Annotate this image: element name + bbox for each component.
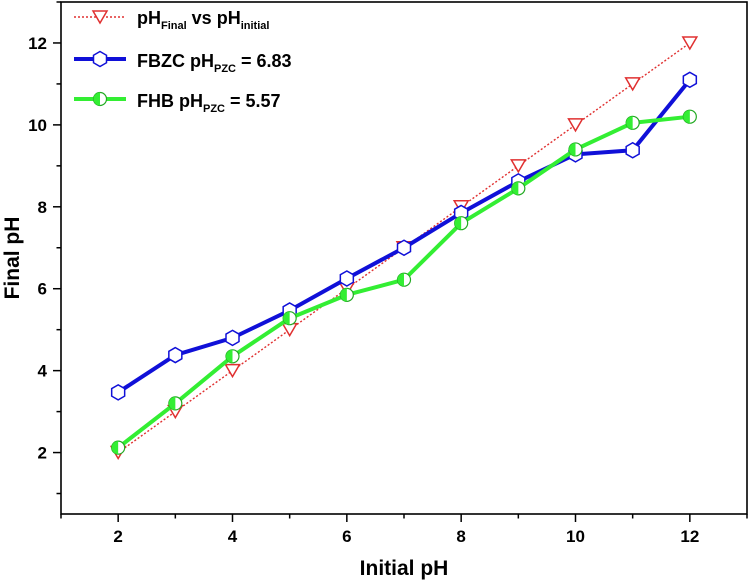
y-tick-label: 6	[38, 280, 47, 299]
data-point-fhb	[225, 349, 240, 364]
data-point-ref	[224, 363, 241, 379]
data-point-ref	[681, 36, 699, 51]
x-tick-label: 6	[342, 527, 351, 546]
legend-marker-fhb	[92, 91, 108, 107]
data-point-fhb	[454, 216, 469, 231]
data-point-fbzc	[682, 71, 698, 89]
y-axis-title: Final pH	[1, 217, 24, 300]
data-point-fbzc	[110, 383, 126, 401]
series-line-ref	[117, 42, 691, 454]
data-point-ref	[624, 77, 641, 92]
data-point-fbzc	[625, 141, 640, 159]
plot-area	[60, 1, 748, 515]
legend-marker-fbzc	[92, 50, 108, 68]
x-tick-label: 8	[456, 527, 465, 546]
data-point-fbzc	[396, 239, 412, 257]
tick-marks	[53, 1, 748, 522]
data-point-fhb	[625, 115, 640, 130]
legend-label-fhb: FHB pHPZC = 5.57	[137, 91, 281, 115]
data-point-fbzc	[339, 270, 355, 287]
legend-marker-ref	[91, 10, 109, 25]
x-tick-label: 4	[228, 527, 238, 546]
data-point-fhb	[339, 287, 354, 302]
y-tick-label: 12	[28, 34, 47, 53]
data-point-ref	[567, 118, 584, 133]
y-tick-label: 10	[28, 116, 47, 135]
data-point-fhb	[682, 109, 697, 124]
x-tick-label: 2	[113, 527, 122, 546]
legend-label-fbzc: FBZC pHPZC = 6.83	[137, 51, 292, 75]
x-axis-title: Initial pH	[360, 557, 449, 580]
data-point-fhb	[396, 272, 412, 287]
data-point-fhb	[568, 142, 583, 157]
data-point-fhb	[111, 440, 126, 455]
y-tick-label: 2	[38, 444, 47, 463]
data-point-fhb	[282, 311, 297, 326]
y-tick-label: 4	[38, 362, 48, 381]
legend: pHFinal vs pHinitial FBZC pHPZC = 6.83 F…	[74, 8, 292, 115]
data-point-fhb	[511, 181, 526, 196]
legend-label-ref: pHFinal vs pHinitial	[137, 8, 269, 32]
x-tick-label: 12	[680, 527, 699, 546]
data-point-fhb	[168, 396, 183, 411]
y-tick-label: 8	[38, 198, 47, 217]
y-tick-labels: 2 4 6 8 10 12	[28, 34, 47, 463]
x-tick-labels: 2 4 6 8 10 12	[113, 527, 699, 546]
x-tick-label: 10	[566, 527, 585, 546]
data-point-fbzc	[168, 346, 183, 364]
series-layer	[109, 36, 699, 461]
data-point-ref	[510, 159, 527, 174]
series-fhb	[111, 109, 697, 455]
data-point-fbzc	[225, 329, 240, 347]
